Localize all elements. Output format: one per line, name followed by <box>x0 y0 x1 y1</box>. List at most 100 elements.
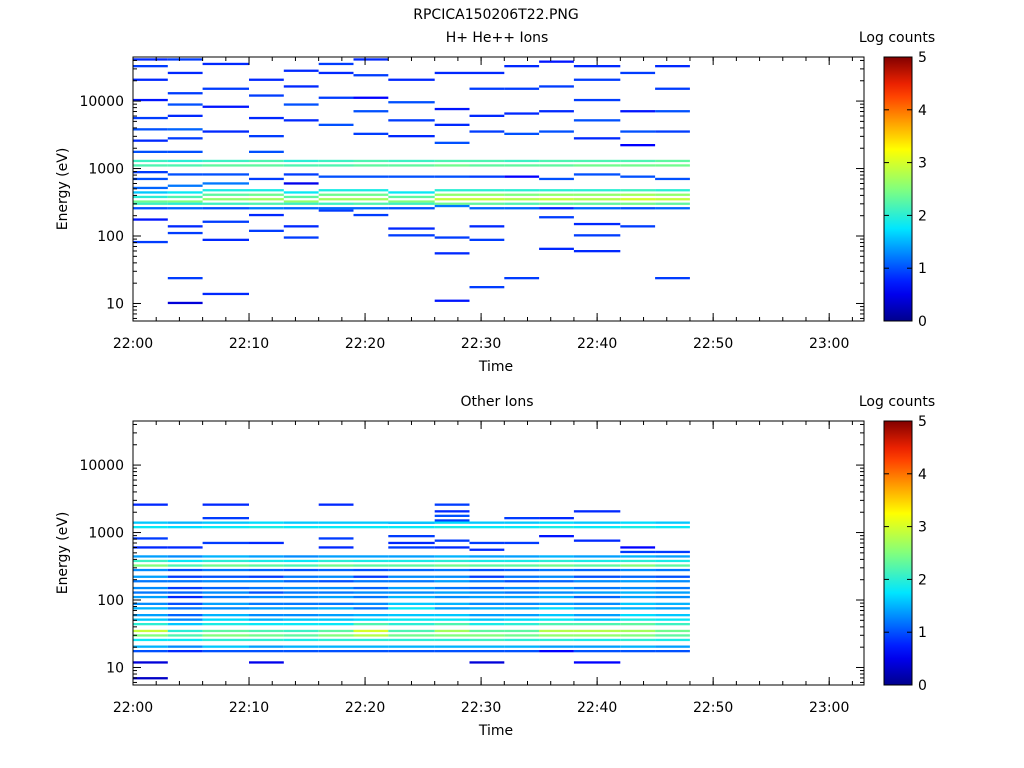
heatmap-cell <box>655 629 690 633</box>
heatmap-cell <box>469 114 505 117</box>
heatmap-cell <box>249 150 284 153</box>
heatmap-cell <box>655 202 690 205</box>
heatmap-cell <box>133 171 168 174</box>
heatmap-cell <box>655 555 690 558</box>
heatmap-cell <box>573 575 621 578</box>
heatmap-cell <box>353 607 389 610</box>
heatmap-cell <box>504 591 540 594</box>
heatmap-cell <box>620 159 656 163</box>
heatmap-cell <box>655 65 690 68</box>
heatmap-cell <box>318 123 354 126</box>
heatmap-cell <box>504 526 540 529</box>
y-axis: 10 100 1000 10000 <box>79 423 864 683</box>
heatmap-cell <box>167 559 203 563</box>
heatmap-cell <box>318 575 354 578</box>
heatmap-cell <box>620 568 656 572</box>
heatmap-cell <box>388 526 435 529</box>
heatmap-cell <box>469 568 505 572</box>
heatmap-cell <box>620 559 656 563</box>
heatmap-cell <box>202 591 249 594</box>
heatmap-cell <box>318 645 354 648</box>
heatmap-cell <box>434 650 470 653</box>
heatmap-cell <box>167 595 203 599</box>
heatmap-cell <box>202 173 249 176</box>
x-tick-label: 22:00 <box>113 336 153 352</box>
heatmap-cell <box>167 634 203 637</box>
heatmap-cell <box>539 521 574 524</box>
heatmap-cell <box>504 602 540 605</box>
heatmap-cell <box>353 564 389 567</box>
heatmap-cell <box>469 575 505 578</box>
heatmap-cell <box>283 614 319 617</box>
heatmap-cell <box>167 650 203 653</box>
heatmap-cell <box>167 277 203 280</box>
heatmap-cell <box>620 130 656 133</box>
heatmap-cell <box>434 618 470 621</box>
heatmap-cell <box>167 114 203 117</box>
heatmap-cell <box>434 559 470 563</box>
heatmap-cell <box>655 177 690 181</box>
heatmap-cell <box>504 87 540 90</box>
heatmap-cell <box>167 526 203 529</box>
heatmap-cell <box>539 614 574 617</box>
heatmap-cell <box>434 546 470 549</box>
heatmap-cell <box>133 623 168 626</box>
heatmap-cell <box>283 586 319 590</box>
heatmap-cell <box>202 238 249 241</box>
heatmap-cell <box>353 650 389 653</box>
heatmap-cell <box>388 175 435 178</box>
y-tick-label: 10000 <box>79 458 124 474</box>
heatmap-cell <box>539 164 574 167</box>
heatmap-cell <box>318 71 354 75</box>
heatmap-cell <box>249 629 284 633</box>
heatmap-cell <box>434 510 470 513</box>
heatmap-cell <box>353 526 389 529</box>
heatmap-cell <box>202 541 249 545</box>
heatmap-cell <box>202 198 249 201</box>
heatmap-cell <box>167 564 203 567</box>
heatmap-cell <box>167 184 203 187</box>
heatmap-cell <box>249 614 284 617</box>
heatmap-cell <box>249 189 284 192</box>
heatmap-cell <box>388 227 435 230</box>
heatmap-cell <box>388 164 435 167</box>
heatmap-cell <box>620 586 656 590</box>
heatmap-cell <box>249 568 284 572</box>
heatmap-cell <box>353 638 389 642</box>
heatmap-cell <box>469 607 505 610</box>
heatmap-cell <box>539 591 574 594</box>
heatmap-cell <box>318 595 354 599</box>
heatmap-cell <box>573 614 621 617</box>
heatmap-cell <box>202 559 249 563</box>
x-tick-label: 22:30 <box>461 700 501 716</box>
heatmap-cell <box>388 586 435 590</box>
heatmap-cell <box>469 521 505 524</box>
heatmap-cell <box>573 78 621 81</box>
heatmap-cell <box>573 638 621 642</box>
heatmap-cell <box>388 200 435 203</box>
heatmap-cell <box>504 638 540 642</box>
heatmap-cell <box>167 629 203 633</box>
heatmap-cell <box>388 638 435 642</box>
heatmap-cell <box>539 216 574 219</box>
heatmap-cell <box>133 503 168 506</box>
heatmap-cell <box>539 586 574 590</box>
heatmap-cell <box>469 202 505 205</box>
heatmap-cell <box>655 87 690 90</box>
heatmap-cell <box>539 159 574 163</box>
heatmap-cell <box>133 537 168 540</box>
heatmap-cell <box>133 78 168 81</box>
heatmap-cell <box>249 602 284 605</box>
heatmap-cell <box>539 634 574 637</box>
heatmap-cell <box>133 207 168 210</box>
heatmap-cell <box>283 200 319 203</box>
heatmap-cell <box>318 555 354 558</box>
heatmap-cell <box>133 200 168 203</box>
heatmap-cell <box>504 559 540 563</box>
heatmap-cell <box>133 65 168 68</box>
panel-title: Other Ions <box>460 394 533 410</box>
heatmap-cell <box>318 607 354 610</box>
heatmap-cell <box>318 580 354 583</box>
heatmap-cell <box>249 521 284 524</box>
heatmap-cell <box>434 141 470 144</box>
